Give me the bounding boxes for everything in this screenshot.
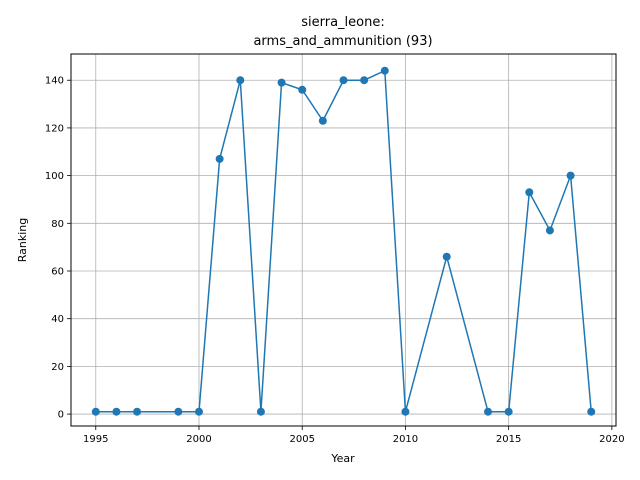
x-tick-label: 1995 [83,434,108,445]
y-tick-label: 60 [51,267,64,278]
data-series [91,66,596,416]
y-tick-label: 40 [51,314,64,325]
axis-ticks: 1995 2000 2005 2010 2015 2020 0 20 40 60 80 100 120 1… [45,76,625,445]
data-point [318,116,327,125]
data-point [339,76,348,85]
data-point [91,407,100,416]
data-point [194,407,203,416]
grid-lines [71,54,616,426]
y-axis-label: Ranking [16,218,29,263]
data-point [504,407,513,416]
x-axis-label: Year [330,452,355,465]
x-tick-label: 2000 [186,434,211,445]
series-line [95,69,592,413]
data-point [236,76,245,85]
data-point [112,407,121,416]
y-tick-label: 20 [51,362,64,373]
plot-frame [70,53,617,427]
data-point [587,407,596,416]
data-point [277,78,286,87]
data-point [525,188,534,197]
data-point [174,407,183,416]
y-tick-label: 0 [58,410,64,421]
y-tick-label: 120 [45,123,64,134]
data-point [215,154,224,163]
data-point [484,407,493,416]
x-tick-label: 2010 [393,434,418,445]
y-tick-label: 140 [45,76,64,87]
data-point [401,407,410,416]
data-point [298,85,307,94]
data-point [442,252,451,261]
data-point [360,76,369,85]
y-tick-label: 100 [45,171,64,182]
data-point [566,171,575,180]
chart-title-line1: sierra_leone: [301,15,385,30]
data-point [380,66,389,75]
data-point [256,407,265,416]
data-point [133,407,142,416]
y-tick-label: 80 [51,219,64,230]
x-tick-label: 2005 [289,434,314,445]
data-point [545,226,554,235]
x-tick-label: 2015 [496,434,521,445]
chart-title-line2: arms_and_ammunition (93) [253,34,432,49]
x-tick-label: 2020 [599,434,624,445]
